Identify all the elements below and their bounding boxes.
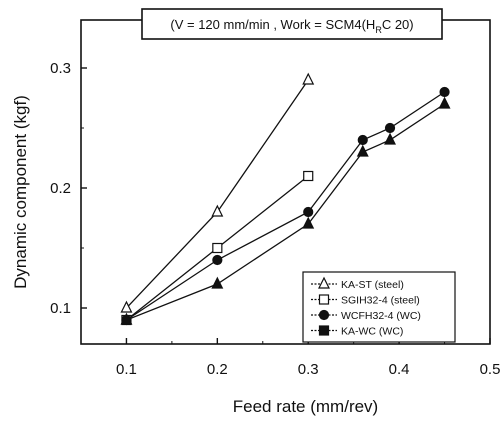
series-line [126, 91, 445, 321]
condition-box [141, 8, 443, 40]
data-point [303, 170, 314, 182]
series-line [126, 103, 445, 321]
legend-label: WCFH32-4 (WC) [341, 310, 421, 322]
data-point [384, 132, 396, 145]
series-line [125, 79, 309, 309]
data-point [303, 206, 314, 218]
legend-label: SGIH32-4 (steel) [341, 295, 420, 307]
legend-marker [318, 276, 330, 289]
data-point [211, 204, 224, 217]
data-point [212, 254, 223, 266]
legend-marker [318, 294, 330, 305]
data-point [384, 122, 396, 134]
y-axis-label: Dynamic component (kgf) [11, 95, 30, 289]
data-point [439, 86, 450, 98]
condition-text: (V = 120 mm/min , Work = SCM4(HRC 20) [170, 17, 413, 35]
data-point [438, 96, 451, 109]
data-point [212, 242, 223, 254]
legend-label: KA-ST (steel) [341, 279, 404, 291]
data-point [211, 276, 224, 289]
x-tick-label: 0.3 [298, 361, 319, 378]
legend-marker [318, 325, 330, 336]
legend-marker [318, 309, 330, 321]
data-point [302, 72, 315, 85]
data-point [302, 216, 315, 229]
y-tick-label: 0.3 [50, 60, 71, 77]
data-point [120, 312, 133, 325]
data-point [357, 134, 368, 146]
x-tick-label: 0.4 [389, 361, 410, 378]
data-point [356, 144, 369, 157]
data-point [120, 300, 133, 313]
x-axis-label: Feed rate (mm/rev) [233, 397, 378, 416]
legend-label: KA-WC (WC) [341, 326, 403, 338]
y-tick-label: 0.1 [50, 300, 71, 317]
x-tick-label: 0.5 [480, 361, 500, 378]
x-tick-label: 0.2 [207, 361, 228, 378]
y-tick-label: 0.2 [50, 180, 71, 197]
x-tick-label: 0.1 [116, 361, 137, 378]
